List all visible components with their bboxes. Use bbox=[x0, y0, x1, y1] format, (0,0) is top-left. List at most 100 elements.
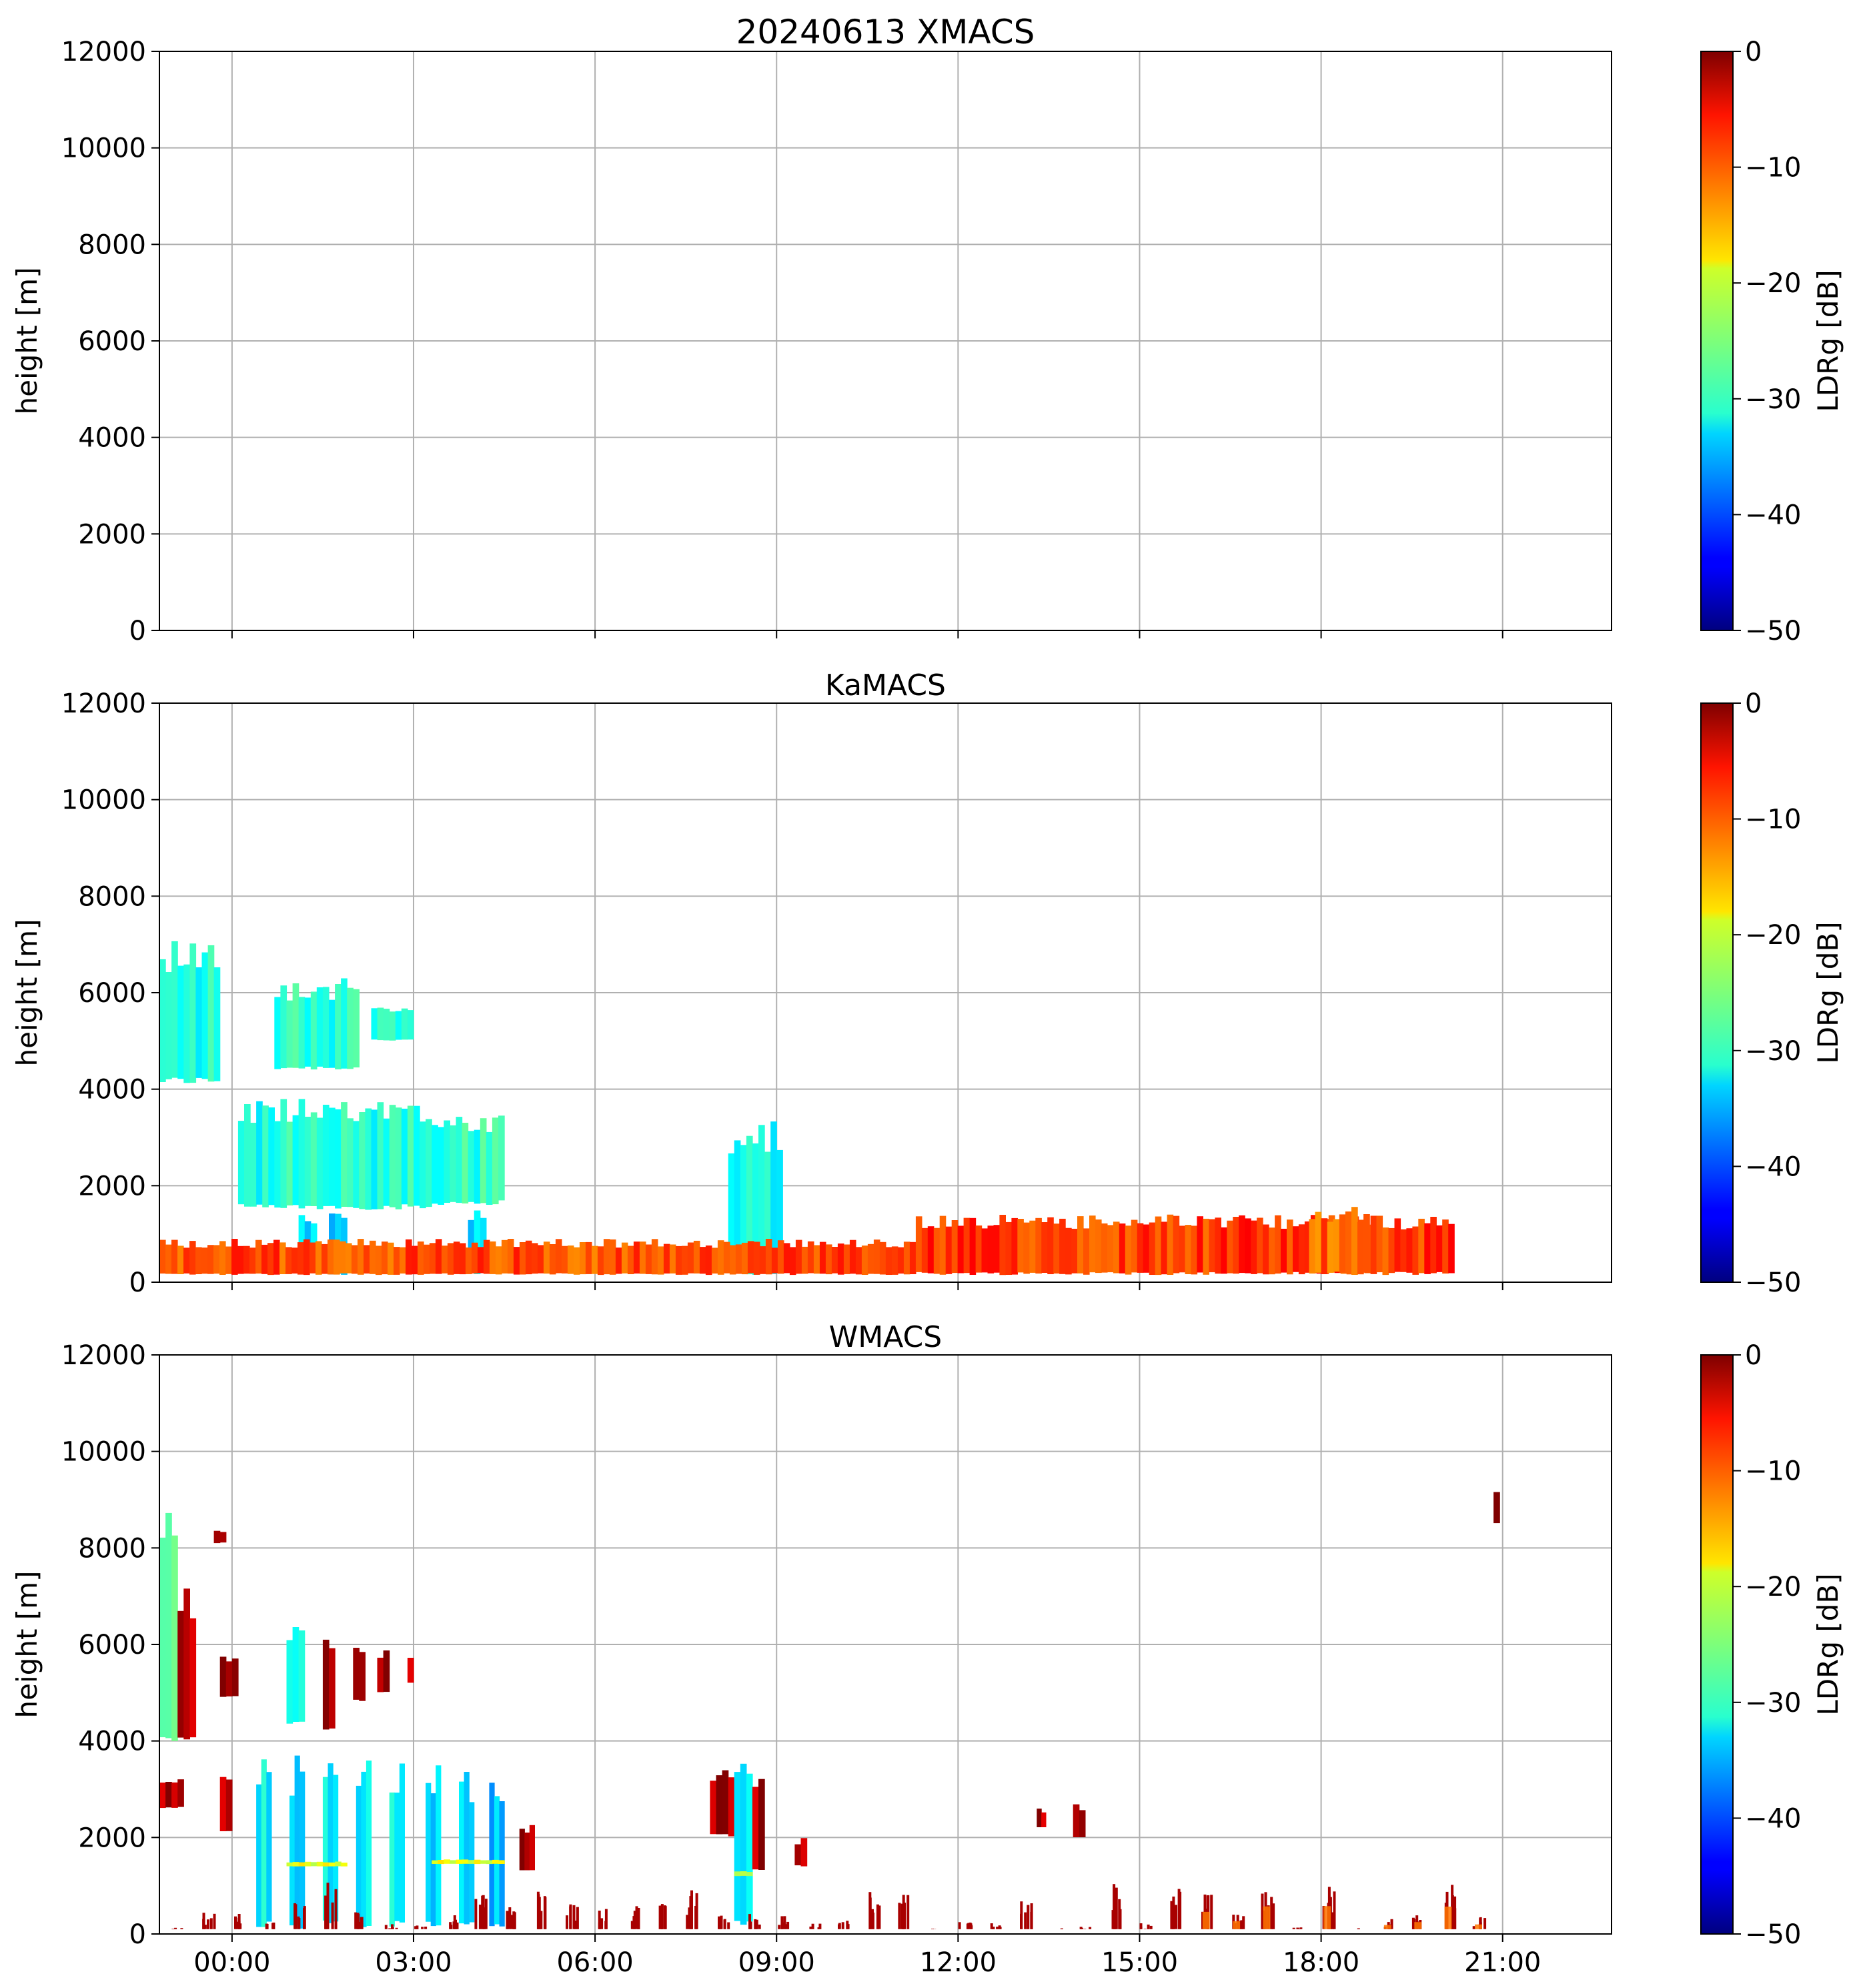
echo-column bbox=[1155, 1216, 1162, 1276]
echo-column bbox=[432, 1860, 438, 1864]
echo-column bbox=[705, 1246, 712, 1276]
surface-echo bbox=[1170, 1901, 1173, 1929]
echo-column bbox=[171, 1535, 178, 1741]
echo-column bbox=[1394, 1218, 1401, 1272]
surface-echo bbox=[1331, 1912, 1335, 1929]
surface-echo bbox=[686, 1915, 689, 1929]
echo-column bbox=[1293, 1226, 1299, 1272]
colorbar-label: LDRg [dB] bbox=[1812, 921, 1844, 1063]
echo-column bbox=[591, 1246, 598, 1274]
surface-echo bbox=[454, 1919, 457, 1929]
echo-column bbox=[993, 1225, 1001, 1273]
colorbar-tick-label: −10 bbox=[1745, 805, 1801, 835]
echo-region bbox=[274, 978, 360, 1070]
echo-column bbox=[717, 1240, 724, 1275]
echo-column bbox=[746, 1135, 753, 1275]
echo-column bbox=[752, 1787, 759, 1870]
echo-column bbox=[394, 1793, 400, 1921]
echo-column bbox=[1406, 1228, 1413, 1273]
y-tick-label: 12000 bbox=[61, 37, 146, 67]
surface-echo bbox=[878, 1905, 881, 1929]
echo-column bbox=[316, 987, 324, 1067]
surface-echo bbox=[727, 1922, 730, 1929]
colorbar-tick-label: −50 bbox=[1745, 1919, 1801, 1950]
echo-column bbox=[219, 1656, 227, 1697]
echo-column bbox=[388, 1242, 394, 1275]
echo-column bbox=[406, 1239, 412, 1275]
echo-column bbox=[243, 1246, 250, 1274]
surface-echo bbox=[203, 1925, 207, 1929]
echo-column bbox=[268, 1107, 275, 1205]
echo-column bbox=[687, 1242, 694, 1274]
colorbar-tick-label: −20 bbox=[1745, 268, 1801, 299]
echo-region bbox=[432, 1859, 505, 1865]
panel-wmacs: 0 2000 4000 6000 8000 10000 12000 height [m] 00:… bbox=[11, 1320, 1844, 1978]
surface-echo bbox=[758, 1924, 761, 1929]
echo-column bbox=[663, 1244, 670, 1274]
panel-title: 20240613 XMACS bbox=[736, 13, 1035, 51]
echo-column bbox=[159, 959, 166, 1082]
echo-region bbox=[356, 1761, 372, 1927]
echo-column bbox=[1089, 1215, 1096, 1273]
echo-column bbox=[651, 1239, 658, 1275]
surface-echo bbox=[1270, 1897, 1273, 1929]
y-tick-label: 8000 bbox=[78, 229, 146, 260]
surface-echo bbox=[1210, 1895, 1213, 1929]
x-axis: 00:00 03:00 06:00 09:00 12:00 15:00 18:00 21:00 bbox=[193, 1934, 1541, 1978]
surface-echo bbox=[416, 1925, 419, 1929]
y-axis: 0 2000 4000 6000 8000 10000 12000 height [m] bbox=[11, 37, 159, 646]
surface-echo bbox=[871, 1909, 874, 1929]
surface-echo bbox=[1020, 1901, 1023, 1929]
echo-column bbox=[298, 1099, 305, 1209]
echo-region bbox=[371, 1007, 414, 1041]
echo-column bbox=[370, 1240, 376, 1274]
echo-region bbox=[353, 1648, 366, 1701]
surface-echo bbox=[234, 1917, 237, 1929]
echo-column bbox=[334, 1239, 340, 1275]
y-tick-label: 4000 bbox=[78, 1726, 146, 1757]
echo-column bbox=[825, 1244, 832, 1275]
echo-column bbox=[873, 1239, 880, 1274]
surface-echo bbox=[1177, 1889, 1181, 1929]
surface-echo bbox=[783, 1916, 786, 1929]
echo-column bbox=[456, 1859, 463, 1864]
echo-column bbox=[764, 1151, 771, 1271]
echo-column bbox=[537, 1245, 544, 1274]
echo-column bbox=[483, 1239, 490, 1274]
echo-column bbox=[328, 1239, 334, 1275]
echo-column bbox=[329, 1862, 336, 1867]
heatmap-data bbox=[159, 941, 1455, 1276]
echo-column bbox=[171, 1239, 178, 1274]
echo-column bbox=[861, 1246, 868, 1275]
echo-column bbox=[322, 1639, 330, 1730]
x-axis bbox=[231, 630, 1503, 638]
colorbar-tick-label: 0 bbox=[1745, 1340, 1762, 1371]
echo-column bbox=[159, 1783, 166, 1809]
echo-column bbox=[329, 1648, 336, 1729]
surface-echo-stripes bbox=[171, 1883, 1487, 1929]
echo-column bbox=[492, 1859, 499, 1864]
colorbar-tick-label: −20 bbox=[1745, 1572, 1801, 1602]
echo-column bbox=[849, 1239, 856, 1274]
echo-column bbox=[495, 1246, 502, 1275]
echo-column bbox=[819, 1241, 826, 1274]
x-tick-label: 03:00 bbox=[375, 1947, 452, 1978]
echo-column bbox=[728, 1777, 735, 1837]
echo-column bbox=[603, 1239, 610, 1275]
surface-echo bbox=[1242, 1916, 1245, 1929]
echo-column bbox=[456, 1117, 463, 1203]
echo-column bbox=[309, 1242, 316, 1274]
y-tick-label: 2000 bbox=[78, 519, 146, 550]
surface-echo bbox=[694, 1906, 698, 1929]
echo-column bbox=[322, 1244, 328, 1274]
echo-column bbox=[1017, 1219, 1024, 1273]
echo-column bbox=[1221, 1227, 1227, 1274]
echo-column bbox=[207, 945, 215, 1082]
surface-echo-core bbox=[1323, 1906, 1331, 1929]
echo-column bbox=[171, 1782, 178, 1808]
echo-column bbox=[371, 1008, 378, 1040]
echo-column bbox=[189, 943, 197, 1083]
echo-region bbox=[159, 1239, 916, 1276]
y-tick-label: 4000 bbox=[78, 423, 146, 454]
echo-column bbox=[459, 1243, 466, 1275]
